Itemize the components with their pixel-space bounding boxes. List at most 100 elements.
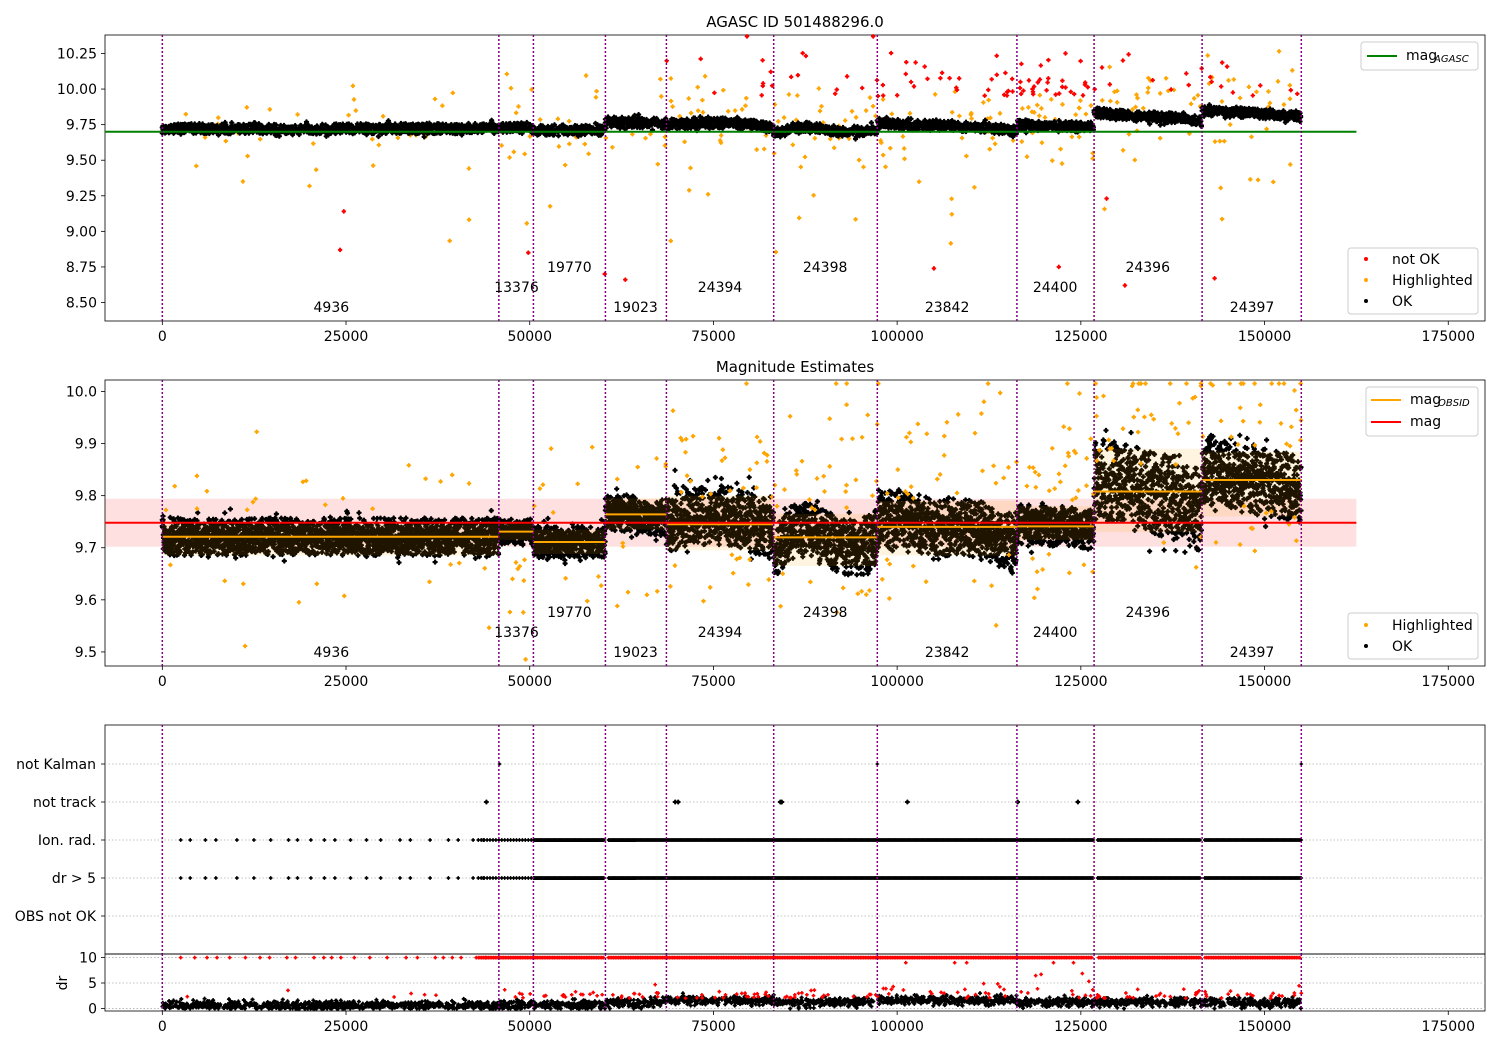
x-tick-label: 125000 <box>1054 1019 1107 1035</box>
legend-entry-subscript: AGASC <box>1433 54 1469 65</box>
y-axis-label-dr: dr <box>55 975 71 990</box>
y-tick-label: 9.6 <box>75 593 97 609</box>
obsid-uncertainty-box <box>773 513 878 566</box>
legend-entry-label: Highlighted <box>1392 273 1473 289</box>
x-tick-label: 100000 <box>870 329 923 345</box>
y-tick-label: 8.75 <box>66 260 97 276</box>
legend-marker <box>1364 644 1368 648</box>
x-tick-label: 75000 <box>691 674 736 690</box>
x-tick-label: 175000 <box>1422 674 1475 690</box>
legend-box <box>1347 612 1479 660</box>
x-tick-label: 150000 <box>1238 1019 1291 1035</box>
obsid-label: 19023 <box>613 645 658 661</box>
obsid-uncertainty-box <box>877 500 1017 556</box>
y-tick-label: 9.00 <box>66 224 97 240</box>
legend-marker <box>1364 299 1368 303</box>
panel-estimates: Magnitude Estimates 4936 13376 19770 19023 2… <box>66 358 1486 690</box>
y-tick-label: 10 <box>79 951 97 967</box>
x-tick-label: 175000 <box>1422 1019 1475 1035</box>
x-tick-label: 25000 <box>324 674 369 690</box>
x-tick-label: 50000 <box>507 1019 552 1035</box>
y-tick-label: 9.7 <box>75 541 97 557</box>
obsid-label: 24397 <box>1230 300 1275 316</box>
y-tick-label: OBS not OK <box>15 909 97 925</box>
flag-points-dr <box>178 876 1304 880</box>
legend-marker <box>1364 278 1368 282</box>
legend-entry-label: not OK <box>1392 252 1440 268</box>
obsid-label: 24398 <box>803 260 848 276</box>
flag-points-not-track <box>483 799 1081 805</box>
y-tick-label: 8.50 <box>66 296 97 312</box>
x-tick-label: 150000 <box>1238 674 1291 690</box>
legend-entry-label: OK <box>1392 294 1413 310</box>
axes-frame <box>104 34 1486 322</box>
y-tick-label: 10.00 <box>57 82 97 98</box>
y-tick-label: not Kalman <box>16 757 96 773</box>
x-tick-label: 175000 <box>1422 329 1475 345</box>
y-tick-label: Ion. rad. <box>38 833 96 849</box>
x-tick-label: 25000 <box>324 329 369 345</box>
x-tick-label: 75000 <box>691 1019 736 1035</box>
obsid-label: 24397 <box>1230 645 1275 661</box>
obsid-label: 24398 <box>803 605 848 621</box>
x-tick-label: 100000 <box>870 674 923 690</box>
dr-not-ok-points <box>185 960 1304 1001</box>
y-tick-label: 5 <box>88 976 97 992</box>
legend-entry-label: mag <box>1406 48 1437 64</box>
obsid-label: 24394 <box>698 625 743 641</box>
obsid-label: 19023 <box>613 300 658 316</box>
legend-entry-label: OK <box>1392 639 1413 655</box>
obsid-label: 13376 <box>494 280 539 296</box>
obsid-label: 19770 <box>547 260 592 276</box>
obsid-label: 4936 <box>314 300 350 316</box>
x-tick-label: 50000 <box>507 329 552 345</box>
dr-ok-points <box>160 991 1303 1011</box>
obsid-label: 24400 <box>1033 625 1078 641</box>
y-tick-label: 9.75 <box>66 118 97 134</box>
highlighted-points <box>163 381 1304 662</box>
obsid-label: 23842 <box>925 645 970 661</box>
chart-title-2: Magnitude Estimates <box>716 358 874 376</box>
panel-agasc: AGASC ID 501488296.0 4936 13376 19770 19023… <box>57 13 1486 345</box>
obsid-label: 4936 <box>314 645 350 661</box>
chart-title-1: AGASC ID 501488296.0 <box>706 13 884 31</box>
panel-dr: dr 0 25000 50000 75000 100000 125000 150000 175… <box>55 951 1486 1035</box>
legend-entry-label: mag <box>1410 414 1441 430</box>
x-tick-label: 125000 <box>1054 329 1107 345</box>
legend-box <box>1360 41 1479 71</box>
legend-entry-label: Highlighted <box>1392 618 1473 634</box>
plot-content-2: 4936 13376 19770 19023 24394 24398 23842 24400 2… <box>66 380 1475 690</box>
panel-flags: not Kalman not track Ion. rad. dr > 5 OBS no… <box>15 724 1486 955</box>
x-tick-label: 75000 <box>691 329 736 345</box>
obsid-label: 19770 <box>547 605 592 621</box>
obsid-label: 24400 <box>1033 280 1078 296</box>
y-tick-label: 10.25 <box>57 46 97 62</box>
legend-marker <box>1364 623 1368 627</box>
y-tick-label: 9.50 <box>66 153 97 169</box>
obsid-label: 24396 <box>1125 260 1170 276</box>
x-tick-label: 0 <box>158 674 167 690</box>
not-ok-points <box>337 34 1300 288</box>
obsid-uncertainty-box <box>1094 448 1203 533</box>
y-tick-label: dr > 5 <box>52 871 96 887</box>
highlighted-points <box>171 48 1295 255</box>
flag-points-ion-rad <box>178 838 1304 842</box>
plot-content-3: not Kalman not track Ion. rad. dr > 5 OBS no… <box>15 725 1485 954</box>
obsid-uncertainty-box <box>1202 451 1302 517</box>
obsid-uncertainty-box <box>162 524 499 556</box>
x-tick-label: 125000 <box>1054 674 1107 690</box>
obsid-label: 24394 <box>698 280 743 296</box>
obsid-label: 24396 <box>1125 605 1170 621</box>
x-tick-label: 100000 <box>870 1019 923 1035</box>
x-tick-label: 25000 <box>324 1019 369 1035</box>
y-tick-label: not track <box>33 795 97 811</box>
x-tick-label: 0 <box>158 1019 167 1035</box>
y-tick-label: 9.9 <box>75 437 97 453</box>
legend-entry-label: mag <box>1410 392 1441 408</box>
legend-box <box>1347 247 1479 315</box>
dr-clipped-points <box>178 955 1302 960</box>
x-tick-label: 150000 <box>1238 329 1291 345</box>
